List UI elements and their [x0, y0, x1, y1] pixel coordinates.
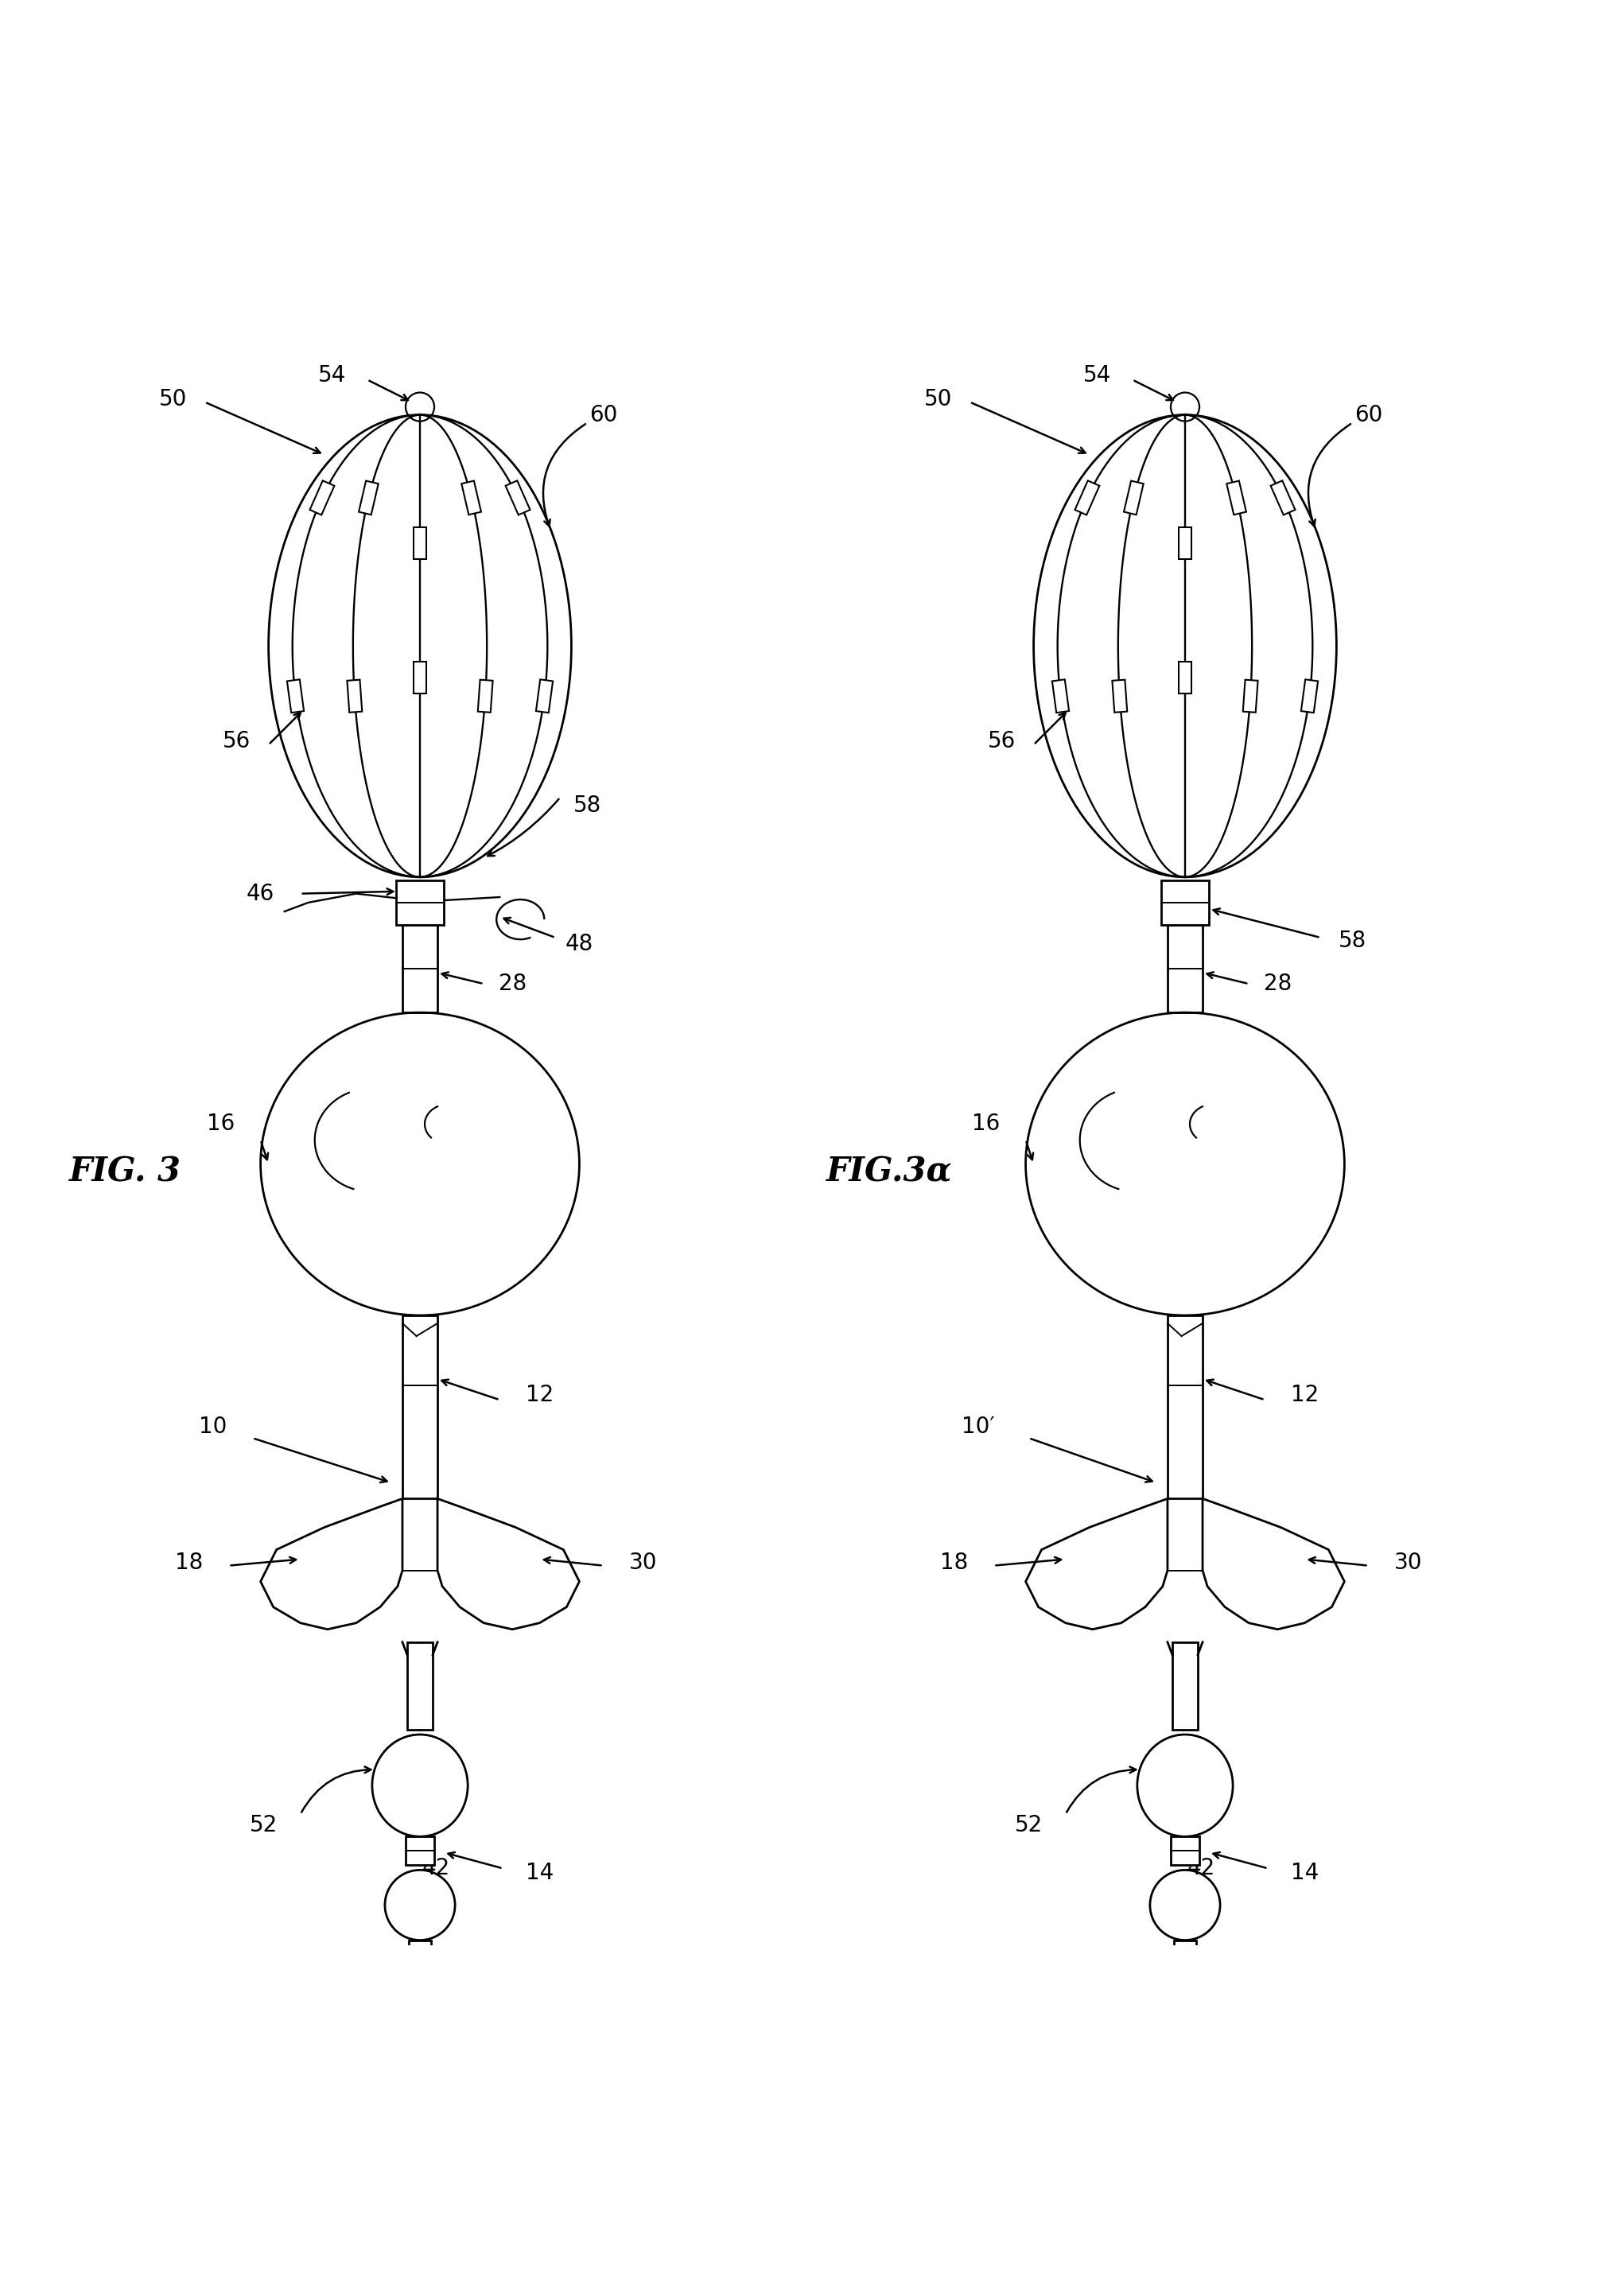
Text: 50: 50: [159, 388, 186, 411]
Text: 58: 58: [573, 794, 602, 817]
Text: 10: 10: [199, 1417, 226, 1437]
Bar: [1170, 1837, 1199, 1864]
Text: 58: 58: [1339, 930, 1366, 953]
Polygon shape: [1112, 680, 1127, 712]
Text: 54: 54: [318, 363, 347, 386]
Bar: [1173, 1940, 1196, 1963]
Text: 12: 12: [1290, 1384, 1319, 1405]
Text: 12: 12: [525, 1384, 554, 1405]
Text: 46: 46: [247, 882, 274, 905]
Polygon shape: [1053, 680, 1069, 712]
Text: 30: 30: [1395, 1552, 1422, 1573]
Text: FIG.3α: FIG.3α: [827, 1155, 952, 1189]
Polygon shape: [462, 480, 481, 514]
Bar: [1167, 925, 1202, 1013]
Polygon shape: [360, 480, 379, 514]
Polygon shape: [310, 480, 334, 514]
Polygon shape: [506, 480, 530, 514]
Text: 30: 30: [629, 1552, 656, 1573]
Text: 42: 42: [1188, 1857, 1215, 1880]
Polygon shape: [1178, 528, 1191, 558]
Text: 18: 18: [175, 1552, 202, 1573]
Polygon shape: [414, 661, 427, 693]
Text: 14: 14: [1290, 1862, 1319, 1885]
Polygon shape: [414, 528, 427, 558]
Bar: [409, 1940, 432, 1963]
Text: 60: 60: [1355, 404, 1382, 427]
Polygon shape: [1026, 1499, 1167, 1630]
Text: 16: 16: [971, 1114, 1000, 1134]
Text: 60: 60: [589, 404, 618, 427]
Polygon shape: [347, 680, 363, 712]
Polygon shape: [1178, 661, 1191, 693]
Bar: [1160, 879, 1209, 925]
Text: FIG. 3: FIG. 3: [69, 1155, 181, 1189]
Bar: [1167, 1316, 1202, 1499]
Bar: [403, 925, 438, 1013]
Text: 52: 52: [1014, 1814, 1043, 1837]
Text: 16: 16: [207, 1114, 234, 1134]
Text: 14: 14: [525, 1862, 554, 1885]
Polygon shape: [1302, 680, 1318, 712]
Polygon shape: [1124, 480, 1143, 514]
Text: 54: 54: [1083, 363, 1111, 386]
Polygon shape: [438, 1499, 579, 1630]
Text: 48: 48: [565, 932, 594, 955]
Bar: [406, 1837, 435, 1864]
Text: 56: 56: [223, 730, 250, 753]
Bar: [408, 1642, 433, 1729]
Polygon shape: [1242, 680, 1258, 712]
Bar: [1172, 1642, 1197, 1729]
Text: 52: 52: [250, 1814, 278, 1837]
Polygon shape: [536, 680, 552, 712]
Polygon shape: [1271, 480, 1295, 514]
Text: 50: 50: [924, 388, 952, 411]
Polygon shape: [1075, 480, 1099, 514]
Polygon shape: [1202, 1499, 1345, 1630]
Text: 10′: 10′: [961, 1417, 995, 1437]
Text: 28: 28: [499, 974, 526, 994]
Polygon shape: [1226, 480, 1245, 514]
Text: 42: 42: [422, 1857, 449, 1880]
Polygon shape: [260, 1499, 403, 1630]
Text: 56: 56: [987, 730, 1016, 753]
Polygon shape: [287, 680, 303, 712]
Bar: [403, 1316, 438, 1499]
Text: 18: 18: [941, 1552, 968, 1573]
Bar: [396, 879, 445, 925]
Text: 28: 28: [1263, 974, 1292, 994]
Polygon shape: [478, 680, 493, 712]
